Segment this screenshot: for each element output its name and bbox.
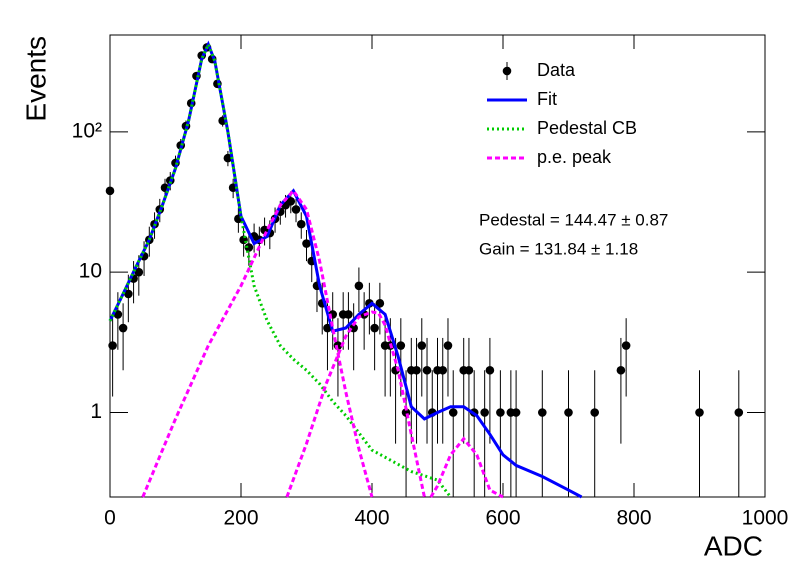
plot-frame [109,34,766,498]
legend-label: Fit [537,89,557,109]
data-point [286,196,296,206]
data-point [375,299,385,308]
data-point [344,310,353,319]
data-point [417,341,427,350]
data-point [464,365,474,375]
x-tick-label: 600 [485,507,520,530]
x-tick-label: 1000 [742,507,789,530]
y-tick-label: 10 [79,260,102,283]
y-axis-label: Events [20,36,51,122]
data-point [134,267,144,277]
y-tick-label: 1 [90,400,102,423]
legend-marker [502,66,512,76]
legend-label: p.e. peak [537,147,612,167]
data-point [448,408,458,417]
fit-curve [141,188,504,499]
data-point [296,219,306,229]
data-point [118,323,128,333]
data-point [695,408,704,417]
data-point [734,408,744,417]
data-point [124,289,133,299]
data-point [223,153,233,163]
data-point [412,365,421,375]
data-point [616,365,626,375]
data-point [564,408,573,417]
data-point [302,239,311,248]
data-point [422,365,432,375]
legend-label: Data [537,60,576,80]
y-tick-label: 10² [72,119,102,142]
data-point [438,365,448,375]
data-point [396,341,406,350]
x-axis-label: ADC [704,530,763,561]
fit-curve [108,40,583,499]
data-point [480,408,489,417]
annotation: Gain = 131.84 ± 1.18 [479,239,638,258]
data-point [621,341,631,350]
fit-curve [108,40,452,498]
data-point [105,186,115,196]
legend-label: Pedestal CB [537,118,637,138]
x-tick-label: 400 [354,507,389,530]
data-point [511,408,521,417]
data-point [108,341,117,350]
x-tick-label: 800 [616,507,651,530]
data-point [538,408,547,417]
annotation: Pedestal = 144.47 ± 0.87 [479,210,668,229]
data-point [244,243,254,252]
data-point [291,205,301,214]
data-point [496,408,505,417]
data-point [370,323,379,333]
x-tick-label: 0 [104,507,116,530]
data-point [443,341,453,350]
data-point [485,365,495,375]
data-point [590,408,599,417]
data-point [354,281,364,291]
x-tick-label: 200 [223,507,258,530]
